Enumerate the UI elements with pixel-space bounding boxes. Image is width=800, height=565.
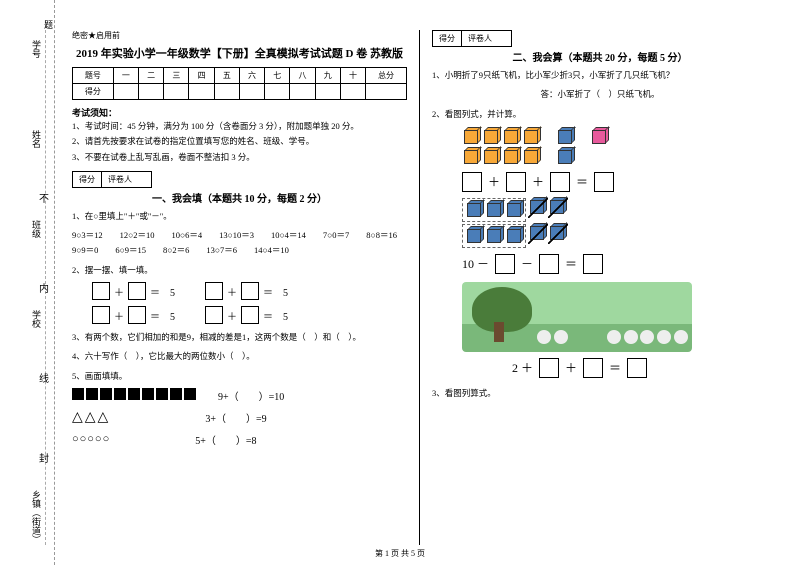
- score-table: 题号一二三四五六七八九十总分 得分: [72, 67, 407, 100]
- eq-result: ＝ 5: [150, 284, 175, 299]
- cubes-diagram-2: [462, 198, 768, 248]
- fill-eq-2: 3+（ ）=9: [205, 410, 266, 425]
- table-header-cell: 三: [164, 68, 189, 84]
- label-xuehao: 学号: [30, 40, 43, 58]
- q2-2: 2、看图列式，并计算。: [432, 107, 768, 122]
- shapes-row-3: ○○○○○ 5+（ ）=8: [72, 432, 407, 447]
- section1-title: 一、我会填（本题共 10 分，每题 2 分）: [72, 190, 407, 205]
- table-header-cell: 九: [315, 68, 340, 84]
- mark-3: 线: [39, 370, 49, 385]
- fill-eq-1: 9+（ ）=10: [218, 388, 284, 403]
- left-column: 绝密★启用前 2019 年实验小学一年级数学【下册】全真模拟考试试题 D 卷 苏…: [60, 30, 420, 545]
- shapes-row-2: △△△ 3+（ ）=9: [72, 409, 407, 426]
- shapes-row-1: 9+（ ）=10: [72, 388, 407, 403]
- label-ti: 题: [42, 20, 55, 29]
- mark-2: 内: [39, 280, 49, 295]
- section-score-box: 得分 评卷人: [72, 171, 152, 188]
- rules-list: 1、考试时间：45 分钟，满分为 100 分（含卷面分 3 分），附加题单独 2…: [72, 119, 407, 165]
- exam-title: 2019 年实验小学一年级数学【下册】全真模拟考试试题 D 卷 苏教版: [72, 45, 407, 61]
- eq-result: ＝ 5: [150, 308, 175, 323]
- eq-2-label: 2 ＋: [512, 359, 533, 376]
- secret-label: 绝密★启用前: [72, 30, 407, 41]
- cube-equation-2: 10 －－＝: [462, 254, 768, 274]
- label-banji: 班级: [30, 220, 43, 238]
- page-content: 绝密★启用前 2019 年实验小学一年级数学【下册】全真模拟考试试题 D 卷 苏…: [0, 0, 800, 565]
- mark-1: 不: [39, 190, 49, 205]
- page-footer: 第 1 页 共 5 页: [375, 548, 425, 559]
- score-row-label: 得分: [73, 84, 114, 100]
- cube-equation-1: ＋＋＝: [462, 172, 768, 192]
- score-label: 得分: [433, 31, 462, 46]
- eq-10-label: 10 －: [462, 255, 489, 272]
- binding-sidebar: 学号 姓名 班级 学校 乡镇（街道） 不 内 线 封 题: [0, 0, 55, 565]
- table-header-cell: 七: [265, 68, 290, 84]
- rule-1: 1、考试时间：45 分钟，满分为 100 分（含卷面分 3 分），附加题单独 2…: [72, 119, 407, 134]
- section2-score-box: 得分 评卷人: [432, 30, 512, 47]
- q1-3: 3、有两个数，它们相加的和是9，相减的差是1，这两个数是（ ）和（ ）。: [72, 330, 407, 345]
- score-label: 得分: [73, 172, 102, 187]
- table-header-cell: 六: [239, 68, 264, 84]
- rabbit-picture: [462, 282, 692, 352]
- table-header-cell: 一: [113, 68, 138, 84]
- q2-3: 3、看图列算式。: [432, 386, 768, 401]
- q1-1: 1、在○里填上"＋"或"－"。: [72, 209, 407, 224]
- notice-title: 考试须知：: [72, 106, 407, 119]
- label-xuexiao: 学校: [30, 310, 43, 328]
- q1-5: 5、画面填填。: [72, 369, 407, 384]
- fill-eq-3: 5+（ ）=8: [195, 432, 256, 447]
- q1-4: 4、六十写作（ ），它比最大的两位数小（ ）。: [72, 349, 407, 364]
- grader-label: 评卷人: [462, 31, 498, 46]
- equation-row-2: ＋＝ 5 ＋＝ 5: [92, 306, 407, 324]
- q2-1-answer: 答：小军折了（ ）只纸飞机。: [432, 87, 768, 102]
- q1-2: 2、摆一摆、填一填。: [72, 263, 407, 278]
- q2-1: 1、小明折了9只纸飞机，比小军少折3只，小军折了几只纸飞机？: [432, 68, 768, 83]
- equation-row-1: ＋＝ 5 ＋＝ 5: [92, 282, 407, 300]
- eq-result: ＝ 5: [263, 308, 288, 323]
- table-header-cell: 四: [189, 68, 214, 84]
- table-header-cell: 十: [340, 68, 365, 84]
- rabbit-equation: 2 ＋＋＝: [512, 358, 768, 378]
- circles: ○○○○○: [72, 433, 110, 445]
- table-header-cell: 题号: [73, 68, 114, 84]
- grader-label: 评卷人: [102, 172, 138, 187]
- table-header-cell: 八: [290, 68, 315, 84]
- section2-title: 二、我会算（本题共 20 分，每题 5 分）: [432, 49, 768, 64]
- table-header-cell: 二: [139, 68, 164, 84]
- q1-1-items: 9○3＝12 12○2＝10 10○6＝4 13○10＝3 10○4＝14 7○…: [72, 228, 407, 259]
- triangles: △△△: [72, 409, 110, 426]
- label-xingming: 姓名: [30, 130, 43, 148]
- rule-2: 2、请首先按要求在试卷的指定位置填写您的姓名、班级、学号。: [72, 134, 407, 149]
- mark-4: 封: [39, 450, 49, 465]
- eq-result: ＝ 5: [263, 284, 288, 299]
- right-column: 得分 评卷人 二、我会算（本题共 20 分，每题 5 分） 1、小明折了9只纸飞…: [420, 30, 780, 545]
- label-xiangzhen: 乡镇（街道）: [30, 490, 43, 544]
- rule-3: 3、不要在试卷上乱写乱画，卷面不整洁扣 3 分。: [72, 150, 407, 165]
- cubes-diagram-1: [462, 128, 768, 166]
- table-header-cell: 五: [214, 68, 239, 84]
- black-squares: [72, 388, 198, 402]
- table-header-cell: 总分: [366, 68, 407, 84]
